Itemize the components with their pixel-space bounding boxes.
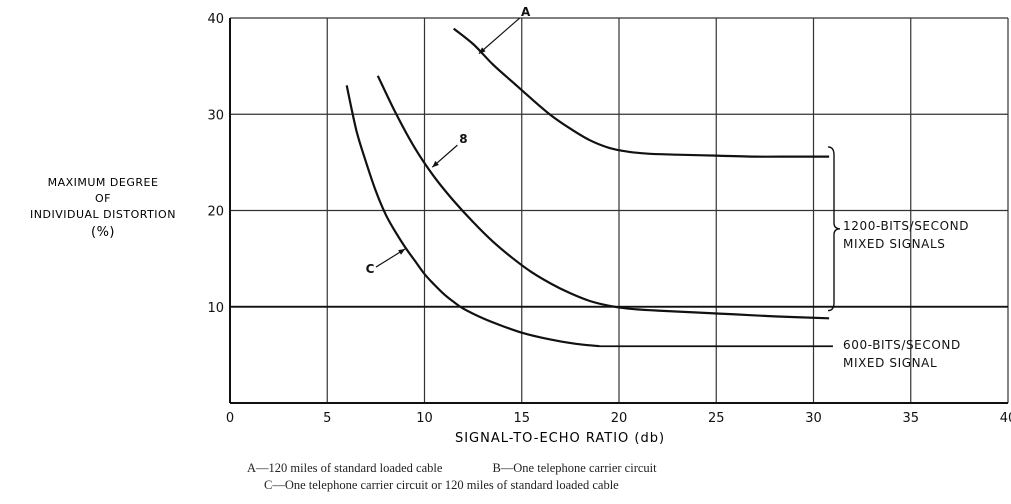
x-tick-label: 5 [323,411,331,426]
caption-line-1: A—120 miles of standard loaded cable B—On… [0,461,1011,476]
x-tick-label: 30 [805,411,822,426]
series-line-A [453,27,830,158]
caption-line-2: C—One telephone carrier circuit or 120 m… [0,478,1011,493]
curve-arrow-A [478,17,521,55]
annotation-600-line-1: 600-BITS/SECOND [843,338,961,352]
caption-c: C—One telephone carrier circuit or 120 m… [264,478,619,492]
bracket [827,146,841,312]
curves [230,27,1008,348]
y-tick-label: 10 [207,301,224,316]
x-tick-label: 40 [1000,411,1011,426]
y-tick-label: 30 [207,108,224,123]
x-tick-label: 0 [226,411,234,426]
series-line-8 [376,75,830,320]
x-tick-label: 25 [708,411,725,426]
y-axis-label-line-2: OF [95,192,111,205]
y-tick-label: 20 [207,205,224,220]
y-axis-label-line-1: MAXIMUM DEGREE [48,176,159,189]
curve-label-A: A [521,5,531,19]
curve-arrowhead-C [398,249,406,255]
series-line-C [345,85,600,348]
x-tick-label: 15 [513,411,530,426]
annotation-1200-line-2: MIXED SIGNALS [843,237,946,251]
curve-labels: A 8 C [366,5,531,276]
distortion-chart: 0 5 10 15 20 25 30 35 40 10 20 30 40 A 8 C 1200-BITS/S… [30,5,1011,446]
curve-arrowhead-8 [432,160,439,168]
x-axis-label: SIGNAL-TO-ECHO RATIO (db) [455,431,665,446]
annotation-600-line-2: MIXED SIGNAL [843,356,937,370]
curve-label-8: 8 [459,132,467,146]
tick-labels: 0 5 10 15 20 25 30 35 40 10 20 30 40 [207,12,1011,426]
x-tick-label: 35 [902,411,919,426]
annotation-1200-line-1: 1200-BITS/SECOND [843,219,969,233]
x-tick-label: 10 [416,411,433,426]
x-tick-label: 20 [611,411,628,426]
caption-b: B—One telephone carrier circuit [492,461,657,475]
annotations: 1200-BITS/SECOND MIXED SIGNALS 600-BITS/SE… [827,146,969,370]
y-tick-label: 40 [207,12,224,27]
curve-arrowhead-A [478,47,486,54]
y-axis-label: MAXIMUM DEGREE OF INDIVIDUAL DISTORTION … [30,176,176,240]
caption-a: A—120 miles of standard loaded cable [247,461,443,475]
y-axis-label-line-4: (%) [91,225,115,240]
y-axis-label-line-3: INDIVIDUAL DISTORTION [30,208,176,221]
curve-label-C: C [366,262,375,276]
axes [229,18,1008,404]
